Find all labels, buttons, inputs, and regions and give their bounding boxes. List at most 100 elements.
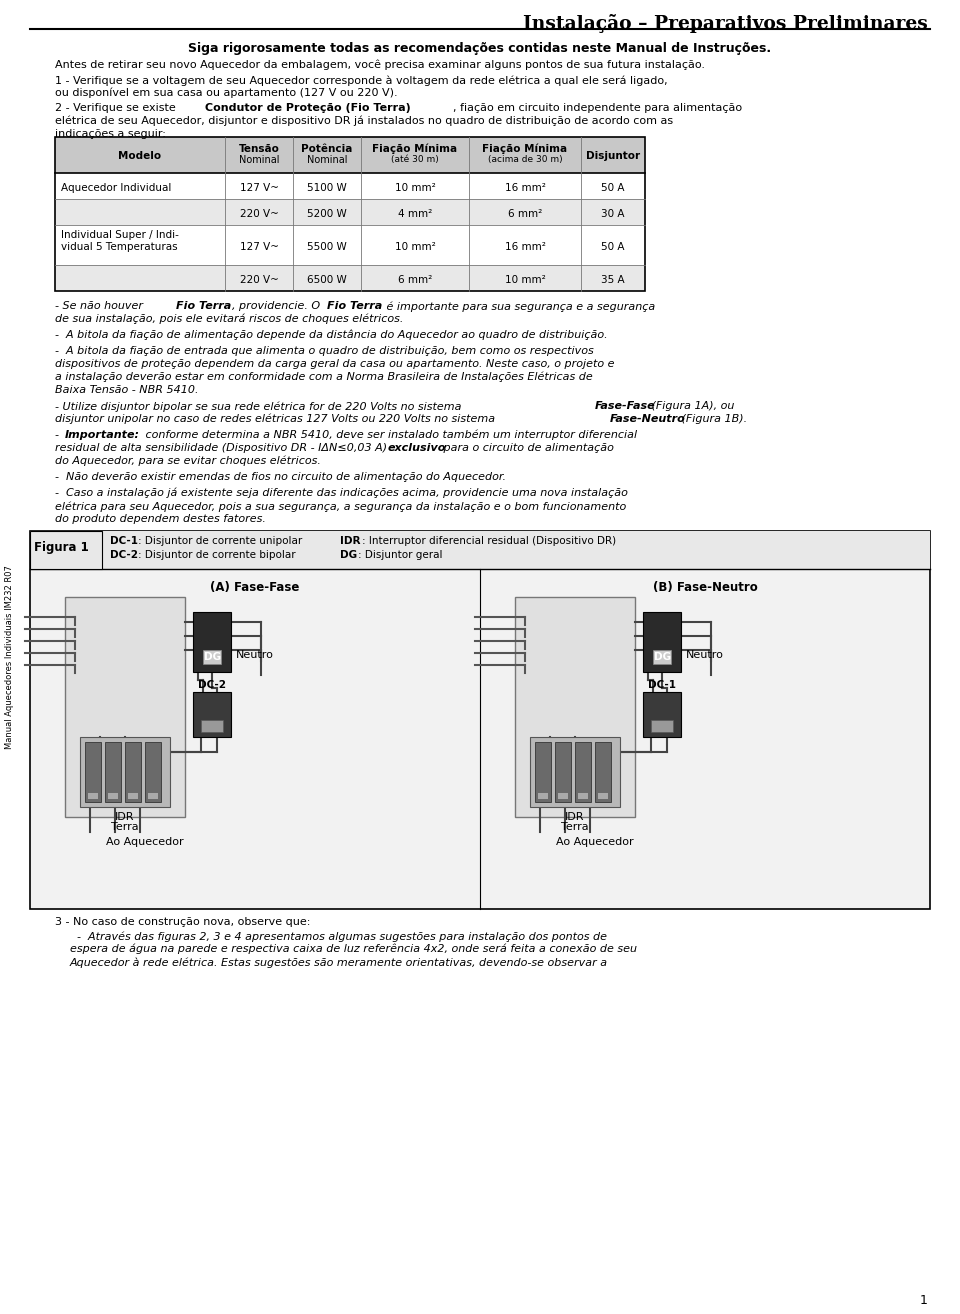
Text: para o circuito de alimentação: para o circuito de alimentação [440, 443, 613, 453]
Text: 220 V~: 220 V~ [240, 275, 278, 285]
Text: 10 mm²: 10 mm² [395, 242, 436, 252]
Text: DC-2: DC-2 [110, 551, 138, 560]
Text: (A) Fase-Fase: (A) Fase-Fase [210, 581, 300, 594]
Text: -: - [55, 430, 62, 440]
Text: Terra: Terra [111, 823, 139, 832]
Text: 10 mm²: 10 mm² [505, 275, 545, 285]
Text: Condutor de Proteção (Fio Terra): Condutor de Proteção (Fio Terra) [205, 102, 411, 113]
Text: 5200 W: 5200 W [307, 209, 347, 219]
Text: Fiação Mínima: Fiação Mínima [372, 145, 458, 155]
Text: : Disjuntor geral: : Disjuntor geral [358, 551, 443, 560]
Text: Ao Aquecedor: Ao Aquecedor [556, 837, 634, 848]
Text: Manual Aquecedores Individuais IM232 R07: Manual Aquecedores Individuais IM232 R07 [6, 565, 14, 749]
Text: de sua instalação, pois ele evitará riscos de choques elétricos.: de sua instalação, pois ele evitará risc… [55, 314, 403, 325]
Bar [80, 737, 170, 807]
Text: 6 mm²: 6 mm² [397, 275, 432, 285]
Bar [651, 720, 673, 732]
Text: Individual Super / Indi-: Individual Super / Indi- [61, 230, 179, 240]
Text: 1 - Verifique se a voltagem de seu Aquecedor corresponde à voltagem da rede elét: 1 - Verifique se a voltagem de seu Aquec… [55, 75, 667, 85]
Bar [105, 742, 121, 802]
Text: (Figura 1A), ou: (Figura 1A), ou [648, 401, 734, 411]
Text: DC-1: DC-1 [648, 681, 676, 690]
Bar [30, 531, 930, 909]
Text: Figura 1: Figura 1 [34, 541, 88, 555]
Text: Neutro: Neutro [686, 650, 724, 660]
Text: Fio Terra: Fio Terra [176, 301, 231, 311]
Text: DG: DG [655, 652, 672, 662]
Bar [145, 742, 161, 802]
Bar [203, 650, 221, 664]
Bar [125, 742, 141, 802]
Text: IDR: IDR [340, 536, 361, 547]
Text: 30 A: 30 A [601, 209, 625, 219]
Text: Nominal: Nominal [239, 155, 279, 166]
Text: -  A bitola da fiação de alimentação depende da distância do Aquecedor ao quadro: - A bitola da fiação de alimentação depe… [55, 330, 608, 340]
Text: , fiação em circuito independente para alimentação: , fiação em circuito independente para a… [453, 102, 742, 113]
Bar [595, 742, 611, 802]
Text: -  Através das figuras 2, 3 e 4 apresentamos algumas sugestões para instalação d: - Através das figuras 2, 3 e 4 apresenta… [70, 932, 607, 942]
Text: dispositivos de proteção dependem da carga geral da casa ou apartamento. Neste c: dispositivos de proteção dependem da car… [55, 359, 614, 369]
Text: do produto dependem destes fatores.: do produto dependem destes fatores. [55, 514, 266, 524]
Bar [193, 612, 231, 671]
Bar [55, 225, 645, 265]
Text: DC-1: DC-1 [110, 536, 138, 547]
Text: 220 V~: 220 V~ [240, 209, 278, 219]
Bar [535, 742, 551, 802]
Text: -  Caso a instalação já existente seja diferente das indicações acima, providenc: - Caso a instalação já existente seja di… [55, 487, 628, 498]
Bar [598, 794, 608, 799]
Bar [55, 137, 645, 173]
Text: (Figura 1B).: (Figura 1B). [678, 414, 747, 424]
Bar [88, 794, 98, 799]
Text: 2 - Verifique se existe: 2 - Verifique se existe [55, 102, 180, 113]
Bar [193, 692, 231, 737]
Text: 16 mm²: 16 mm² [505, 183, 545, 193]
Bar [30, 531, 102, 569]
Bar [55, 173, 645, 198]
Text: 5100 W: 5100 W [307, 183, 347, 193]
Text: a instalação deverão estar em conformidade com a Norma Brasileira de Instalações: a instalação deverão estar em conformida… [55, 372, 592, 382]
Text: conforme determina a NBR 5410, deve ser instalado também um interruptor diferenc: conforme determina a NBR 5410, deve ser … [142, 430, 637, 440]
Text: (até 30 m): (até 30 m) [391, 155, 439, 164]
Bar [643, 612, 681, 671]
Text: Neutro: Neutro [236, 650, 274, 660]
Text: exclusivo: exclusivo [388, 443, 446, 453]
Bar [555, 742, 571, 802]
Text: (acima de 30 m): (acima de 30 m) [488, 155, 563, 164]
Bar [55, 198, 645, 225]
Text: 35 A: 35 A [601, 275, 625, 285]
Text: 6 mm²: 6 mm² [508, 209, 542, 219]
Text: disjuntor unipolar no caso de redes elétricas 127 Volts ou 220 Volts no sistema: disjuntor unipolar no caso de redes elét… [55, 414, 498, 424]
Text: Tensão: Tensão [239, 145, 279, 154]
Text: Disjuntor: Disjuntor [586, 151, 640, 162]
Text: : Interruptor diferencial residual (Dispositivo DR): : Interruptor diferencial residual (Disp… [362, 536, 616, 547]
Bar [148, 794, 158, 799]
Text: é importante para sua segurança e a segurança: é importante para sua segurança e a segu… [383, 301, 656, 311]
Text: IDR: IDR [565, 812, 585, 823]
Text: - Se não houver: - Se não houver [55, 301, 147, 311]
Text: Aquecedor à rede elétrica. Estas sugestões são meramente orientativas, devendo-s: Aquecedor à rede elétrica. Estas sugestõ… [70, 957, 608, 967]
Text: elétrica de seu Aquecedor, disjuntor e dispositivo DR já instalados no quadro de: elétrica de seu Aquecedor, disjuntor e d… [55, 116, 673, 126]
Text: -  Não deverão existir emendas de fios no circuito de alimentação do Aquecedor.: - Não deverão existir emendas de fios no… [55, 472, 506, 482]
Text: - Utilize disjuntor bipolar se sua rede elétrica for de 220 Volts no sistema: - Utilize disjuntor bipolar se sua rede … [55, 401, 465, 411]
Bar [643, 692, 681, 737]
Text: IDR: IDR [115, 812, 134, 823]
Text: Fase-Neutro: Fase-Neutro [610, 414, 685, 424]
Bar [65, 597, 185, 817]
Text: : Disjuntor de corrente unipolar: : Disjuntor de corrente unipolar [138, 536, 302, 547]
Text: 6500 W: 6500 W [307, 275, 347, 285]
Text: DG: DG [204, 652, 222, 662]
Text: , providencie. O: , providencie. O [232, 301, 324, 311]
Text: 3 - No caso de construção nova, observe que:: 3 - No caso de construção nova, observe … [55, 917, 310, 926]
Text: Nominal: Nominal [307, 155, 348, 166]
Text: Siga rigorosamente todas as recomendações contidas neste Manual de Instruções.: Siga rigorosamente todas as recomendaçõe… [188, 42, 772, 55]
Bar [538, 794, 548, 799]
Bar [530, 737, 620, 807]
Text: Fio Terra: Fio Terra [327, 301, 382, 311]
Text: : Disjuntor de corrente bipolar: : Disjuntor de corrente bipolar [138, 551, 296, 560]
Text: Fiação Mínima: Fiação Mínima [483, 145, 567, 155]
Text: do Aquecedor, para se evitar choques elétricos.: do Aquecedor, para se evitar choques elé… [55, 456, 321, 466]
Text: DG: DG [340, 551, 357, 560]
Text: -  A bitola da fiação de entrada que alimenta o quadro de distribuição, bem como: - A bitola da fiação de entrada que alim… [55, 346, 593, 356]
Text: 5500 W: 5500 W [307, 242, 347, 252]
Bar [558, 794, 568, 799]
